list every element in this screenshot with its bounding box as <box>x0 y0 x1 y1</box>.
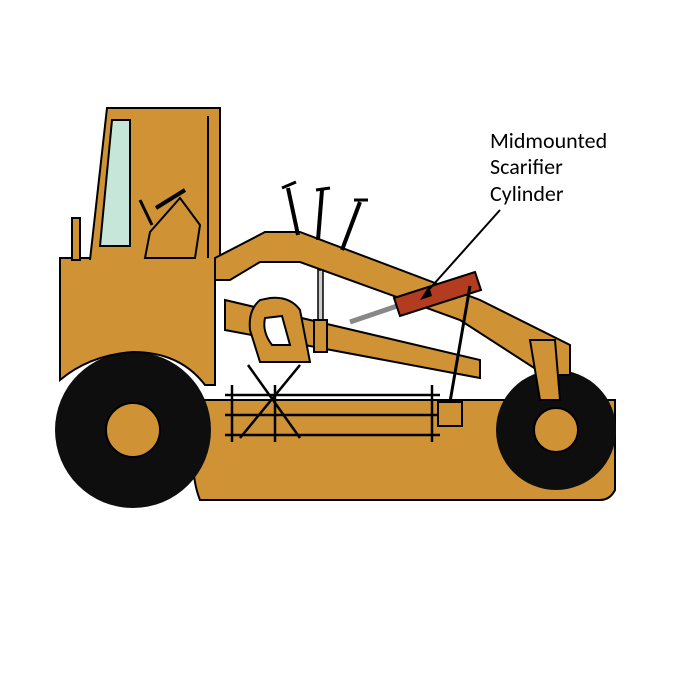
grader-diagram <box>0 0 700 700</box>
front-wheel-hub <box>534 408 578 452</box>
label-line3: Cylinder <box>490 181 607 207</box>
lever-yoke <box>282 182 368 200</box>
label-line2: Scarifier <box>490 154 607 180</box>
callout-label: Midmounted Scarifier Cylinder <box>490 128 607 207</box>
label-line1: Midmounted <box>490 128 607 154</box>
exhaust-pipe <box>72 218 80 260</box>
lever-3 <box>342 202 360 250</box>
lift-cylinder-body <box>314 320 327 352</box>
lever-1 <box>288 188 298 235</box>
lever-2 <box>318 190 322 240</box>
rear-wheel-hub <box>106 403 160 457</box>
scarifier-pivot <box>438 402 462 426</box>
